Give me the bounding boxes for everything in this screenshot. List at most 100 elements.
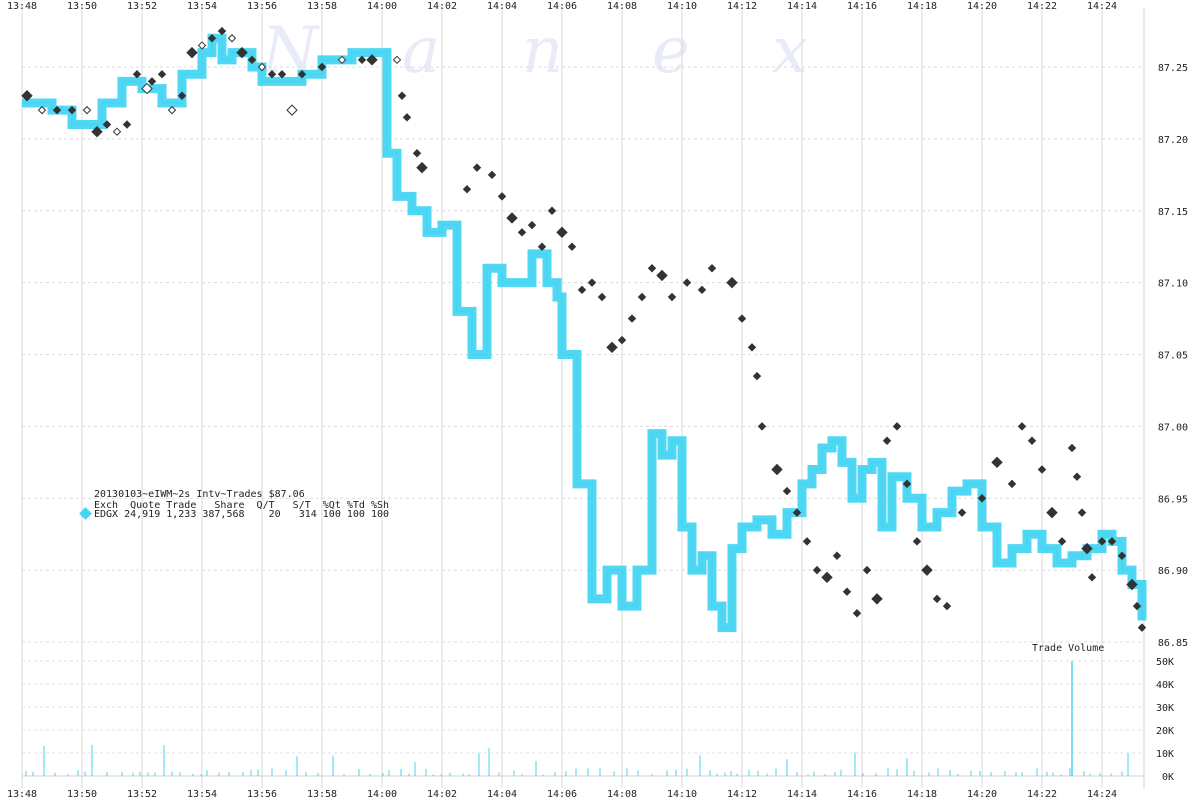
trade-marker: [197, 41, 207, 50]
trade-marker: [1137, 623, 1147, 632]
axis-labels: 13:48 13:48 13:50 13:50 13:52 13:52 13:54 13:54…: [7, 1, 1188, 800]
time-tick-label-top: 14:10: [667, 1, 697, 12]
trade-marker: [1126, 578, 1138, 591]
time-tick-label-top: 14:16: [847, 1, 877, 12]
trade-marker: [357, 55, 367, 65]
trade-marker: [726, 276, 738, 289]
trade-marker: [462, 184, 472, 194]
time-tick-label-bottom: 14:06: [547, 789, 577, 800]
price-tick-label: 87.05: [1158, 351, 1188, 362]
time-tick-label-top: 13:58: [307, 1, 337, 12]
trade-marker: [267, 69, 277, 79]
info-header: Exch Quote Trade Share Q/T S/T %Qt %Td %…: [94, 500, 389, 511]
volume-bars: [25, 661, 1129, 776]
price-tick-label: 87.00: [1158, 422, 1188, 433]
trade-marker: [912, 537, 922, 546]
time-tick-label-top: 14:14: [787, 1, 817, 12]
trade-marker: [737, 314, 747, 323]
price-tick-label: 87.10: [1158, 279, 1188, 290]
trade-marker: [227, 34, 237, 43]
trade-marker: [177, 91, 187, 100]
time-tick-label-top: 14:22: [1027, 1, 1057, 12]
trade-marker: [832, 551, 842, 560]
trade-marker: [257, 62, 267, 72]
trade-marker: [402, 113, 412, 122]
time-tick-label-top: 13:50: [67, 1, 97, 12]
trade-marker: [932, 594, 942, 604]
trade-marker: [577, 285, 587, 295]
trade-marker: [942, 601, 952, 611]
trade-marker: [812, 565, 822, 575]
trade-marker: [1077, 508, 1087, 517]
time-tick-label-bottom: 13:58: [307, 789, 337, 800]
trade-marker: [21, 90, 33, 102]
trade-marker: [606, 341, 618, 354]
time-tick-label-top: 14:12: [727, 1, 757, 12]
trade-marker: [527, 220, 537, 230]
volume-tick-label: 40K: [1156, 680, 1174, 691]
price-tick-label: 87.25: [1158, 63, 1188, 74]
trade-marker: [852, 609, 862, 618]
trade-marker: [412, 149, 422, 158]
trade-marker: [1132, 601, 1142, 611]
trade-marker: [637, 292, 647, 302]
watermark: N a n e x: [260, 14, 808, 88]
trade-marker: [397, 91, 407, 100]
info-title: 20130103~eIWM~2s Intv~Trades $87.06: [94, 489, 305, 500]
trade-marker: [842, 587, 852, 596]
time-tick-label-top: 13:52: [127, 1, 157, 12]
trade-marker: [37, 105, 47, 115]
trade-marker: [862, 565, 872, 575]
trade-marker: [247, 55, 257, 65]
trade-marker: [707, 264, 717, 273]
watermark-letter: a: [402, 14, 440, 88]
time-tick-label-bottom: 13:50: [67, 789, 97, 800]
quote-layer: [22, 33, 1147, 633]
time-tick-label-bottom: 14:10: [667, 789, 697, 800]
time-tick-label-bottom: 13:54: [187, 789, 217, 800]
watermark-letter: e: [652, 14, 690, 88]
time-tick-label-bottom: 14:24: [1087, 789, 1117, 800]
edgx-quote-line: [22, 37, 1143, 629]
trade-marker: [1037, 465, 1047, 474]
info-row-edgx: EDGX 24,919 1,233 387,568 20 314 100 100…: [94, 509, 389, 520]
time-tick-label-bottom: 14:18: [907, 789, 937, 800]
trade-marker: [82, 105, 92, 115]
trade-marker: [1107, 537, 1117, 546]
time-tick-label-bottom: 14:12: [727, 789, 757, 800]
price-tick-label: 86.95: [1158, 494, 1188, 505]
trade-marker: [157, 69, 167, 79]
trade-marker: [537, 242, 547, 251]
trade-marker: [1087, 573, 1097, 582]
trade-marker: [957, 508, 967, 517]
time-tick-label-top: 13:56: [247, 1, 277, 12]
time-tick-label-bottom: 14:02: [427, 789, 457, 800]
watermark-letter: n: [522, 14, 563, 88]
trade-marker: [667, 292, 677, 302]
trade-marker: [991, 456, 1003, 469]
time-tick-label-top: 13:48: [7, 1, 37, 12]
trade-marker: [167, 105, 177, 115]
trade-marker: [1117, 551, 1127, 560]
trade-marker: [112, 127, 122, 136]
trade-marker: [1027, 436, 1037, 445]
trade-marker: [132, 69, 142, 79]
trade-marker: [556, 226, 568, 239]
trade-marker: [892, 422, 902, 431]
trade-marker: [147, 77, 157, 86]
trade-marker: [977, 494, 987, 503]
trade-marker: [792, 508, 802, 517]
trade-marker: [67, 105, 77, 115]
trade-marker: [1097, 537, 1107, 546]
trade-marker: [597, 292, 607, 302]
time-tick-label-bottom: 14:20: [967, 789, 997, 800]
watermark-letter: x: [772, 14, 808, 88]
time-tick-label-bottom: 14:22: [1027, 789, 1057, 800]
trade-marker: [617, 335, 627, 345]
trade-marker: [236, 46, 248, 59]
trade-marker: [871, 593, 883, 605]
grid: [21, 8, 1145, 788]
trade-marker: [186, 46, 198, 59]
edgx-quote-band: [22, 33, 1147, 633]
trade-marker: [882, 436, 892, 445]
